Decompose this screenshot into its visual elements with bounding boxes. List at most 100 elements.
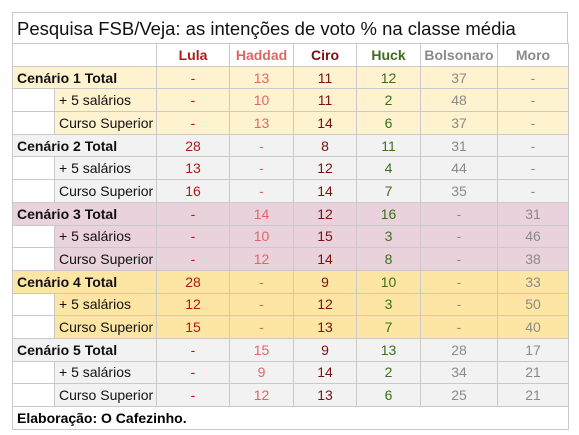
cell-lula: 12 bbox=[156, 292, 230, 317]
cell-ciro: 11 bbox=[293, 65, 357, 90]
cell-bolsonaro: - bbox=[420, 315, 498, 339]
column-header-lula: Lula bbox=[156, 43, 230, 67]
cell-huck: 16 bbox=[356, 201, 421, 226]
cell-haddad: 15 bbox=[229, 337, 294, 362]
row-label: + 5 salários bbox=[54, 88, 157, 113]
cell-moro: 40 bbox=[497, 315, 569, 339]
cell-lula: - bbox=[156, 360, 230, 385]
row-label: Curso Superior bbox=[54, 315, 157, 339]
cell-moro: - bbox=[497, 88, 569, 113]
cell-moro: - bbox=[497, 179, 569, 203]
cell-haddad: - bbox=[229, 156, 294, 181]
cell-huck: 2 bbox=[356, 88, 421, 113]
source-credit: Elaboração: O Cafezinho. bbox=[12, 406, 569, 430]
cell-lula: - bbox=[156, 337, 230, 362]
row-label: Cenário 5 Total bbox=[12, 337, 157, 362]
cell-lula: - bbox=[156, 201, 230, 226]
cell-moro: - bbox=[497, 156, 569, 181]
table-row: + 5 salários 12 - 12 3 - 50 bbox=[12, 292, 569, 317]
cell-ciro: 9 bbox=[293, 337, 357, 362]
column-header-bolsonaro: Bolsonaro bbox=[420, 43, 498, 67]
cell-huck: 7 bbox=[356, 179, 421, 203]
cell-huck: 13 bbox=[356, 337, 421, 362]
cell-moro: 38 bbox=[497, 247, 569, 271]
cell-moro: 31 bbox=[497, 201, 569, 226]
column-header-huck: Huck bbox=[356, 43, 421, 67]
cell-lula: - bbox=[156, 111, 230, 135]
cell-haddad: - bbox=[229, 133, 294, 158]
cell-bolsonaro: 44 bbox=[420, 156, 498, 181]
cell-huck: 7 bbox=[356, 315, 421, 339]
cell-moro: 50 bbox=[497, 292, 569, 317]
poll-table: Lula Haddad Ciro Huck Bolsonaro Moro Cen… bbox=[12, 43, 569, 430]
column-header-ciro: Ciro bbox=[293, 43, 357, 67]
cell-haddad: 10 bbox=[229, 224, 294, 249]
table-row: + 5 salários 13 - 12 4 44 - bbox=[12, 156, 569, 181]
row-label: + 5 salários bbox=[54, 224, 157, 249]
cell-haddad: 13 bbox=[229, 65, 294, 90]
table-row: + 5 salários - 10 11 2 48 - bbox=[12, 88, 569, 113]
indent-cell bbox=[12, 315, 55, 339]
cell-bolsonaro: - bbox=[420, 247, 498, 271]
indent-cell bbox=[12, 156, 55, 181]
cell-huck: 3 bbox=[356, 224, 421, 249]
row-label: + 5 salários bbox=[54, 360, 157, 385]
page-title: Pesquisa FSB/Veja: as intenções de voto … bbox=[12, 12, 568, 43]
cell-bolsonaro: 37 bbox=[420, 65, 498, 90]
header-row: Lula Haddad Ciro Huck Bolsonaro Moro bbox=[12, 43, 569, 67]
cell-lula: - bbox=[156, 88, 230, 113]
header-empty-cell bbox=[12, 43, 157, 67]
table-row: Cenário 2 Total 28 - 8 11 31 - bbox=[12, 133, 569, 158]
table-row: Cenário 4 Total 28 - 9 10 - 33 bbox=[12, 269, 569, 294]
row-label: + 5 salários bbox=[54, 156, 157, 181]
row-label: + 5 salários bbox=[54, 292, 157, 317]
cell-huck: 2 bbox=[356, 360, 421, 385]
poll-table-container: Pesquisa FSB/Veja: as intenções de voto … bbox=[12, 12, 569, 430]
cell-bolsonaro: 34 bbox=[420, 360, 498, 385]
cell-bolsonaro: - bbox=[420, 201, 498, 226]
table-row: Curso Superior 15 - 13 7 - 40 bbox=[12, 315, 569, 339]
cell-moro: - bbox=[497, 65, 569, 90]
cell-ciro: 9 bbox=[293, 269, 357, 294]
table-row: Curso Superior - 13 14 6 37 - bbox=[12, 111, 569, 135]
cell-huck: 12 bbox=[356, 65, 421, 90]
cell-ciro: 14 bbox=[293, 111, 357, 135]
cell-moro: 21 bbox=[497, 383, 569, 407]
cell-bolsonaro: 28 bbox=[420, 337, 498, 362]
cell-lula: - bbox=[156, 65, 230, 90]
table-row: + 5 salários - 10 15 3 - 46 bbox=[12, 224, 569, 249]
cell-huck: 6 bbox=[356, 111, 421, 135]
indent-cell bbox=[12, 383, 55, 407]
cell-huck: 4 bbox=[356, 156, 421, 181]
cell-haddad: 12 bbox=[229, 383, 294, 407]
row-label: Cenário 4 Total bbox=[12, 269, 157, 294]
table-row: Curso Superior - 12 14 8 - 38 bbox=[12, 247, 569, 271]
table-row: Cenário 5 Total - 15 9 13 28 17 bbox=[12, 337, 569, 362]
table-row: Curso Superior - 12 13 6 25 21 bbox=[12, 383, 569, 407]
indent-cell bbox=[12, 111, 55, 135]
cell-huck: 11 bbox=[356, 133, 421, 158]
cell-huck: 8 bbox=[356, 247, 421, 271]
row-label: Curso Superior bbox=[54, 383, 157, 407]
cell-lula: - bbox=[156, 224, 230, 249]
cell-lula: 28 bbox=[156, 133, 230, 158]
cell-haddad: 10 bbox=[229, 88, 294, 113]
cell-bolsonaro: 37 bbox=[420, 111, 498, 135]
row-label: Curso Superior bbox=[54, 247, 157, 271]
cell-huck: 10 bbox=[356, 269, 421, 294]
indent-cell bbox=[12, 224, 55, 249]
cell-moro: 21 bbox=[497, 360, 569, 385]
cell-ciro: 14 bbox=[293, 179, 357, 203]
cell-ciro: 12 bbox=[293, 156, 357, 181]
footer-row: Elaboração: O Cafezinho. bbox=[12, 406, 569, 430]
cell-bolsonaro: 25 bbox=[420, 383, 498, 407]
cell-bolsonaro: - bbox=[420, 224, 498, 249]
table-row: Cenário 3 Total - 14 12 16 - 31 bbox=[12, 201, 569, 226]
cell-lula: 15 bbox=[156, 315, 230, 339]
cell-ciro: 15 bbox=[293, 224, 357, 249]
indent-cell bbox=[12, 247, 55, 271]
cell-ciro: 13 bbox=[293, 383, 357, 407]
indent-cell bbox=[12, 292, 55, 317]
cell-lula: 13 bbox=[156, 156, 230, 181]
indent-cell bbox=[12, 360, 55, 385]
